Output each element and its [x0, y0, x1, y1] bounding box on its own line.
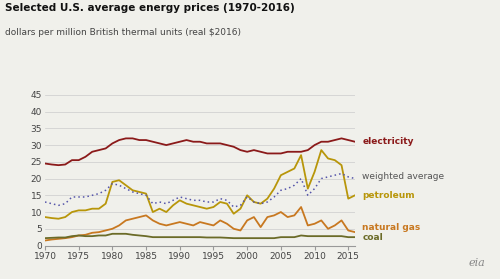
- Text: Selected U.S. average energy prices (1970-2016): Selected U.S. average energy prices (197…: [5, 3, 295, 13]
- Text: petroleum: petroleum: [362, 191, 415, 200]
- Text: dollars per million British thermal units (real $2016): dollars per million British thermal unit…: [5, 28, 241, 37]
- Text: coal: coal: [362, 233, 384, 242]
- Text: weighted average: weighted average: [362, 172, 444, 181]
- Text: electricity: electricity: [362, 137, 414, 146]
- Text: natural gas: natural gas: [362, 223, 421, 232]
- Text: eia: eia: [468, 258, 485, 268]
